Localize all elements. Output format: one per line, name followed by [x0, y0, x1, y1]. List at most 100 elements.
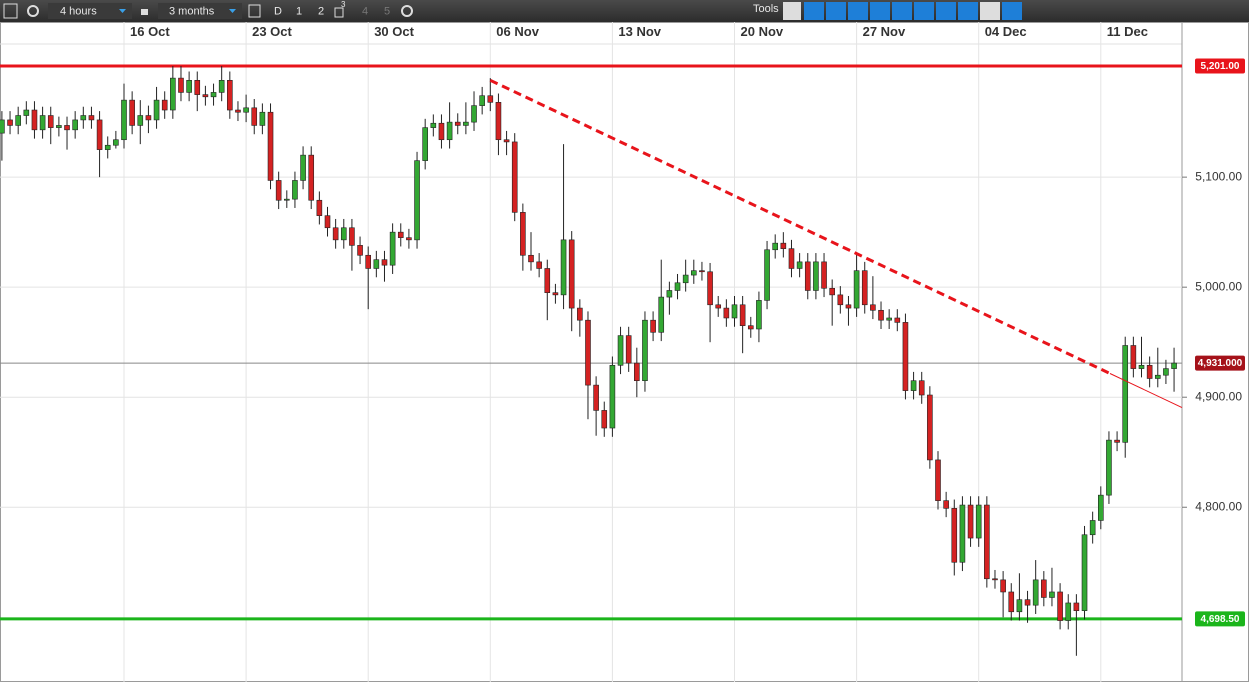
x-tick-label: 11 Dec [1107, 24, 1148, 39]
candle-body [739, 304, 746, 326]
candle-body [658, 296, 665, 333]
candle-body [243, 107, 249, 113]
candle-body [471, 105, 477, 123]
candle-body [1032, 579, 1039, 606]
candle-body [121, 99, 127, 141]
settings-button[interactable] [27, 5, 39, 17]
print-button[interactable] [980, 2, 1000, 20]
candle-body [397, 231, 404, 238]
candle-body [682, 274, 689, 284]
x-tick-label: 04 Dec [985, 24, 1027, 39]
candle-body [1130, 345, 1137, 369]
candle-body [129, 99, 135, 126]
four-button[interactable]: 4 [362, 5, 368, 17]
candle-body [780, 242, 787, 249]
chart-frame [0, 22, 1249, 682]
chart-settings[interactable] [401, 5, 413, 17]
candle-body [227, 80, 233, 111]
candle-body [1000, 579, 1006, 593]
candle-body [756, 300, 762, 330]
candle-body [674, 282, 681, 291]
candle-body [0, 119, 5, 134]
candle-body [747, 325, 754, 330]
candle-body [829, 287, 835, 296]
candle-body [861, 270, 868, 306]
candle-body [454, 121, 461, 126]
candle-body [104, 144, 111, 150]
tool-button[interactable] [936, 2, 956, 20]
tool-button[interactable] [958, 2, 978, 20]
tool-button[interactable] [848, 2, 868, 20]
calendar-button[interactable] [248, 4, 261, 18]
range-select[interactable] [158, 3, 242, 19]
candle-body [300, 154, 306, 181]
price-level-label: 4,698.50 [1201, 614, 1240, 625]
candle-body [634, 362, 640, 382]
candle-body [927, 394, 933, 461]
candle-body [1081, 534, 1088, 611]
candle-body [910, 380, 917, 391]
menu-button[interactable] [3, 3, 18, 19]
x-tick-label: 30 Oct [374, 24, 414, 39]
tool-button[interactable] [914, 2, 934, 20]
candle-body [951, 508, 958, 563]
candle-body [764, 249, 770, 301]
day-button[interactable]: D [274, 5, 282, 17]
tool-button[interactable] [826, 2, 846, 20]
price-level-label: 5,201.00 [1201, 61, 1240, 72]
candle-body [194, 80, 201, 95]
candle-body [1114, 439, 1120, 443]
candle-body [918, 380, 925, 396]
candle-body [479, 95, 485, 106]
candle-body [1146, 365, 1153, 379]
price-level-box [1195, 611, 1245, 627]
tool-button[interactable] [870, 2, 890, 20]
lock-icon[interactable] [141, 9, 148, 15]
candle-body [357, 245, 363, 256]
candle-body [316, 199, 323, 216]
three-button[interactable]: 3 [341, 0, 346, 9]
candle-body [251, 107, 258, 126]
two-button[interactable]: 2 [318, 5, 324, 17]
trendline [489, 78, 1111, 375]
candle-body [975, 504, 982, 539]
interval-select[interactable] [48, 3, 132, 19]
candle-body [145, 115, 152, 121]
tool-button[interactable] [804, 2, 824, 20]
candle-body [161, 99, 168, 111]
candle-body [7, 119, 13, 126]
x-tick-label: 06 Nov [496, 24, 539, 39]
candle-body [349, 227, 355, 246]
candle-body [446, 121, 453, 141]
candle-body [308, 154, 315, 201]
interval-label: 4 hours [60, 5, 97, 17]
candle-body [601, 410, 608, 429]
candle-body [796, 261, 803, 269]
tool-button[interactable] [892, 2, 912, 20]
candle-body [593, 384, 599, 411]
candle-body [544, 268, 551, 293]
three-icon[interactable] [334, 7, 344, 18]
x-tick-label: 13 Nov [618, 24, 661, 39]
candle-body [259, 111, 266, 126]
candle-body [984, 504, 990, 580]
tool-button[interactable] [1002, 2, 1022, 20]
candle-body [463, 121, 469, 126]
five-button[interactable]: 5 [384, 5, 390, 17]
candle-body [1049, 591, 1055, 598]
candle-body [821, 261, 827, 289]
tool-button[interactable] [783, 2, 801, 20]
candle-body [292, 180, 298, 200]
y-tick-label: 5,000.00 [1195, 279, 1242, 293]
candle-body [1041, 579, 1047, 598]
candle-body [699, 270, 705, 273]
candle-body [902, 322, 909, 391]
candle-body [804, 261, 811, 291]
candle-body [15, 115, 21, 126]
candle-body [178, 77, 184, 93]
candle-body [373, 259, 380, 269]
candle-body [1163, 368, 1169, 376]
x-tick-label: 23 Oct [252, 24, 292, 39]
one-button[interactable]: 1 [296, 5, 302, 17]
candle-body [235, 109, 241, 113]
